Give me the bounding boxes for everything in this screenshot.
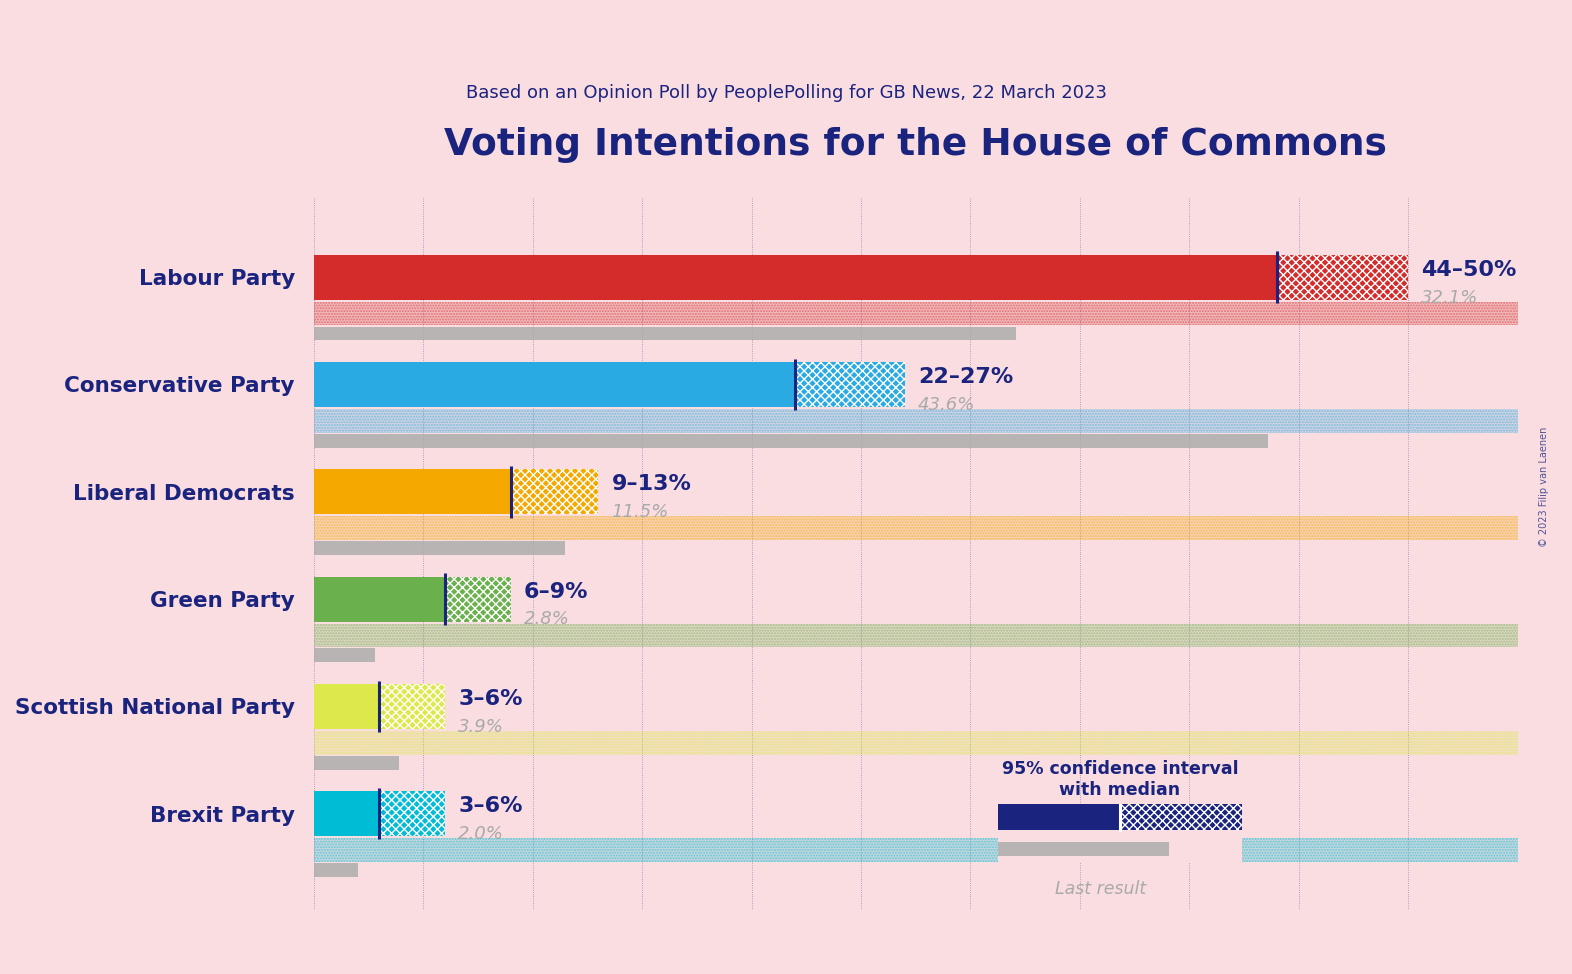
Bar <box>314 684 379 729</box>
Bar <box>314 409 1517 432</box>
Text: © 2023 Filip van Laenen: © 2023 Filip van Laenen <box>1539 427 1548 547</box>
Text: 3–6%: 3–6% <box>457 689 523 709</box>
Bar <box>314 731 1517 755</box>
Text: 95% confidence interval
with median: 95% confidence interval with median <box>1001 760 1239 799</box>
Text: Last result: Last result <box>1055 880 1146 897</box>
Bar <box>314 302 1517 325</box>
Bar <box>314 623 1517 648</box>
Bar <box>1121 804 1242 830</box>
Bar <box>314 577 445 621</box>
Bar <box>314 469 511 514</box>
Bar <box>314 649 376 662</box>
Bar <box>314 839 1517 862</box>
Bar <box>379 791 445 837</box>
Bar <box>314 516 1517 540</box>
Text: 43.6%: 43.6% <box>918 395 975 414</box>
Bar <box>314 362 795 407</box>
Bar <box>314 863 357 877</box>
Bar <box>314 409 1517 432</box>
Bar <box>314 302 1517 325</box>
Bar <box>379 684 445 729</box>
Title: Voting Intentions for the House of Commons: Voting Intentions for the House of Commo… <box>445 127 1387 163</box>
Bar <box>314 516 1517 540</box>
Bar <box>998 804 1121 830</box>
Bar <box>314 791 379 837</box>
Bar <box>314 839 1517 862</box>
Bar <box>314 756 399 769</box>
Bar <box>314 433 1269 448</box>
Bar <box>795 362 905 407</box>
Text: 11.5%: 11.5% <box>612 504 668 521</box>
Bar <box>314 623 1517 648</box>
Text: 32.1%: 32.1% <box>1421 288 1479 307</box>
Text: 6–9%: 6–9% <box>523 581 588 602</box>
Bar <box>445 577 511 621</box>
Text: 2.8%: 2.8% <box>523 611 569 628</box>
Bar <box>1276 254 1409 300</box>
Bar <box>314 731 1517 755</box>
Text: Based on an Opinion Poll by PeoplePolling for GB News, 22 March 2023: Based on an Opinion Poll by PeoplePollin… <box>465 84 1107 101</box>
Bar <box>314 542 566 555</box>
Bar <box>511 469 599 514</box>
Text: 2.0%: 2.0% <box>457 825 505 843</box>
Bar <box>314 326 1017 341</box>
Bar <box>314 254 1276 300</box>
Text: 3.9%: 3.9% <box>457 718 505 735</box>
Text: 3–6%: 3–6% <box>457 796 523 816</box>
Text: 44–50%: 44–50% <box>1421 260 1517 280</box>
Text: 22–27%: 22–27% <box>918 367 1014 387</box>
Text: 9–13%: 9–13% <box>612 474 692 494</box>
Bar <box>998 842 1170 856</box>
